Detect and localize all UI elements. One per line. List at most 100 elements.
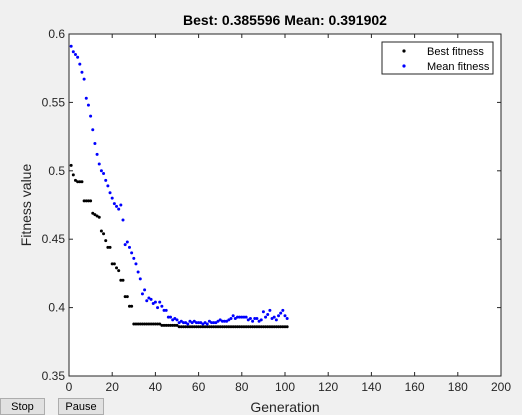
- best-fitness-point: [184, 325, 188, 329]
- mean-fitness-point: [125, 240, 129, 244]
- best-fitness-point: [112, 262, 116, 266]
- mean-fitness-point: [274, 318, 278, 322]
- best-fitness-point: [123, 295, 127, 299]
- y-tick-label: 0.6: [48, 27, 65, 41]
- best-fitness-point: [283, 325, 287, 329]
- mean-fitness-point: [102, 172, 106, 176]
- best-fitness-point: [89, 199, 93, 203]
- best-fitness-point: [233, 325, 237, 329]
- mean-fitness-point: [140, 292, 144, 296]
- best-fitness-point: [127, 304, 131, 308]
- best-fitness-point: [171, 323, 175, 327]
- x-tick-label: 160: [405, 380, 425, 394]
- best-fitness-point: [242, 325, 246, 329]
- x-tick-label: 100: [275, 380, 295, 394]
- mean-fitness-point: [99, 169, 103, 173]
- mean-fitness-point: [132, 256, 136, 260]
- mean-fitness-point: [257, 319, 261, 323]
- best-fitness-point: [158, 322, 162, 326]
- best-fitness-point: [220, 325, 224, 329]
- mean-fitness-point: [244, 315, 248, 319]
- mean-fitness-point: [212, 321, 216, 325]
- best-fitness-point: [143, 322, 147, 326]
- mean-fitness-point: [277, 314, 281, 318]
- best-fitness-point: [194, 325, 198, 329]
- mean-fitness-point: [184, 321, 188, 325]
- best-fitness-point: [244, 325, 248, 329]
- best-fitness-point: [207, 325, 211, 329]
- mean-fitness-point: [80, 70, 84, 74]
- best-fitness-point: [136, 322, 140, 326]
- best-fitness-point: [106, 245, 110, 249]
- best-fitness-point: [134, 322, 138, 326]
- mean-fitness-point: [127, 245, 131, 249]
- best-fitness-point: [164, 323, 168, 327]
- y-tick-label: 0.45: [42, 232, 66, 246]
- data-series-group: [69, 44, 289, 329]
- best-fitness-point: [188, 325, 192, 329]
- best-fitness-point: [115, 266, 119, 270]
- mean-fitness-point: [123, 243, 127, 247]
- mean-fitness-point: [164, 308, 168, 312]
- mean-fitness-point: [220, 319, 224, 323]
- mean-fitness-point: [223, 319, 227, 323]
- mean-fitness-point: [143, 288, 147, 292]
- legend: Best fitness Mean fitness: [381, 41, 494, 75]
- best-fitness-point: [69, 163, 73, 167]
- mean-fitness-point: [138, 277, 142, 281]
- best-fitness-point: [91, 211, 95, 215]
- mean-fitness-point: [259, 318, 263, 322]
- best-fitness-point: [73, 178, 77, 182]
- best-fitness-point: [268, 325, 272, 329]
- best-fitness-point: [261, 325, 265, 329]
- mean-fitness-point: [264, 315, 268, 319]
- legend-marker-mean: [402, 64, 406, 68]
- best-fitness-point: [285, 325, 289, 329]
- best-fitness-point: [218, 325, 222, 329]
- best-fitness-point: [259, 325, 263, 329]
- best-fitness-point: [169, 323, 173, 327]
- best-fitness-point: [177, 325, 181, 329]
- best-fitness-point: [225, 325, 229, 329]
- mean-fitness-point: [229, 317, 233, 321]
- mean-fitness-point: [106, 184, 110, 188]
- mean-fitness-point: [169, 315, 173, 319]
- mean-fitness-point: [194, 321, 198, 325]
- pause-button[interactable]: Pause: [58, 398, 104, 415]
- mean-fitness-point: [153, 300, 157, 304]
- legend-label-best: Best fitness: [427, 46, 484, 58]
- best-fitness-point: [162, 323, 166, 327]
- best-fitness-point: [201, 325, 205, 329]
- mean-fitness-point: [238, 315, 242, 319]
- best-fitness-point: [93, 213, 97, 217]
- best-fitness-point: [76, 180, 80, 184]
- mean-fitness-point: [130, 251, 134, 255]
- mean-fitness-point: [266, 312, 270, 316]
- stop-button[interactable]: Stop: [0, 398, 45, 415]
- mean-fitness-point: [166, 315, 170, 319]
- mean-fitness-point: [225, 319, 229, 323]
- mean-fitness-point: [147, 296, 151, 300]
- mean-fitness-point: [205, 322, 209, 326]
- best-fitness-point: [110, 262, 114, 266]
- best-fitness-point: [214, 325, 218, 329]
- best-fitness-point: [108, 245, 112, 249]
- mean-fitness-point: [108, 191, 112, 195]
- mean-fitness-point: [112, 202, 116, 206]
- y-axis-ticks: 0.35 0.4 0.45 0.5 0.55 0.6: [42, 27, 501, 383]
- mean-fitness-point: [89, 114, 93, 118]
- mean-fitness-point: [283, 314, 287, 318]
- best-fitness-point: [210, 325, 214, 329]
- x-tick-label: 40: [149, 380, 163, 394]
- best-fitness-point: [229, 325, 233, 329]
- best-fitness-point: [160, 323, 164, 327]
- best-fitness-point: [281, 325, 285, 329]
- mean-fitness-point: [84, 96, 88, 100]
- mean-fitness-point: [162, 308, 166, 312]
- mean-fitness-point: [93, 141, 97, 145]
- best-fitness-point: [179, 325, 183, 329]
- mean-fitness-point: [134, 262, 138, 266]
- best-fitness-point: [274, 325, 278, 329]
- mean-fitness-point: [242, 315, 246, 319]
